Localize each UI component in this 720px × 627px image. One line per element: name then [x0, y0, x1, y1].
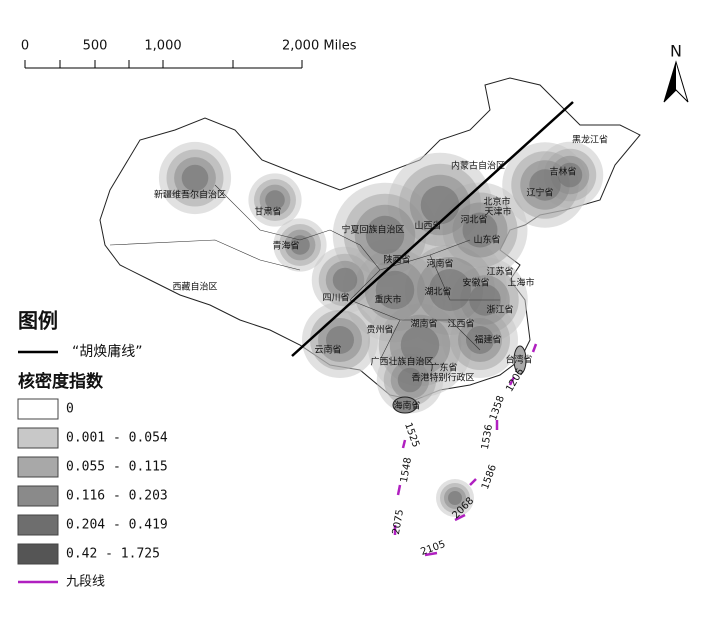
legend-class-label: 0.001 - 0.054: [66, 431, 168, 446]
density-blob: [397, 367, 423, 393]
province-label: 河南省: [426, 258, 453, 270]
province-label: 广东省: [430, 362, 457, 374]
hu-line: [291, 101, 574, 357]
scale-label: 0: [21, 39, 29, 54]
province-label: 安徽省: [462, 277, 489, 289]
province-label: 四川省: [322, 292, 349, 304]
nine-dash-number: 1536: [480, 424, 495, 451]
nine-dash-legend: 九段线: [66, 575, 105, 590]
density-blob: [429, 269, 471, 311]
province-label: 天津市: [484, 206, 511, 218]
province-label: 内蒙古自治区: [451, 160, 505, 172]
north-arrow: N: [663, 42, 689, 103]
province-label: 海南省: [393, 400, 420, 412]
province-label: 西藏自治区: [172, 281, 217, 293]
nine-dash-number: 2075: [391, 509, 406, 536]
province-label: 重庆市: [374, 294, 401, 306]
density-blob: [290, 235, 310, 255]
density-blob: [448, 491, 462, 505]
legend-class-label: 0.42 - 1.725: [66, 547, 160, 562]
density-blob: [365, 215, 405, 255]
nine-dash-number: 1205: [504, 366, 526, 394]
province-label: 宁夏回族自治区: [341, 224, 404, 236]
legend-swatch: [17, 427, 59, 449]
scale-bar: 0 500 1,000 2,000 Miles: [21, 39, 357, 69]
density-blob: [181, 164, 209, 192]
province-label: 山西省: [414, 220, 441, 232]
province-label: 贵州省: [366, 324, 393, 336]
legend-swatch: [17, 514, 59, 536]
density-blob: [557, 162, 583, 188]
province-label: 北京市: [483, 196, 510, 208]
province-label: 黑龙江省: [572, 134, 608, 146]
province-label: 甘肃省: [254, 206, 281, 218]
scale-label: 500: [83, 39, 108, 54]
legend-title: 图例: [18, 309, 58, 333]
density-blob: [466, 326, 494, 354]
nine-dash-number: 1548: [399, 457, 414, 484]
legend-class-label: 0.204 - 0.419: [66, 518, 168, 533]
nine-dash-segments: [393, 343, 538, 557]
province-label: 新疆维吾尔自治区: [154, 189, 226, 201]
hu-line-label: “胡焕庸线”: [72, 343, 143, 360]
nine-dash-number: 1358: [488, 394, 507, 422]
province-label: 上海市: [507, 277, 534, 289]
legend-class-label: 0.116 - 0.203: [66, 489, 168, 504]
province-label: 福建省: [474, 334, 501, 346]
province-label: 江西省: [447, 318, 474, 330]
scale-label: 1,000: [144, 39, 181, 54]
province-label: 香港特别行政区: [411, 372, 474, 384]
density-blob: [462, 212, 498, 248]
province-label: 广西壮族自治区: [370, 356, 433, 368]
density-blob: [529, 169, 561, 201]
taiwan: [513, 345, 527, 375]
hainan: [392, 396, 418, 414]
province-label: 河北省: [460, 214, 487, 226]
density-blob: [400, 325, 440, 365]
province-label: 江苏省: [486, 266, 513, 278]
province-label: 云南省: [314, 344, 341, 356]
legend-class-label: 0.055 - 0.115: [66, 460, 168, 475]
nine-dash-number: 2105: [419, 539, 447, 558]
province-label: 山东省: [473, 234, 500, 246]
province-label: 湖北省: [424, 286, 451, 298]
legend-swatch: [17, 543, 59, 565]
province-label: 浙江省: [486, 304, 513, 316]
legend: 图例 “胡焕庸线” 核密度指数 九段线 0 0.001 - 0.054 0.055 …: [17, 309, 168, 590]
legend-class-label: 0: [66, 402, 74, 417]
north-label: N: [670, 42, 682, 61]
density-blob: [265, 190, 285, 210]
province-label: 湖南省: [410, 318, 437, 330]
density-blob: [326, 326, 354, 354]
province-label: 吉林省: [549, 166, 576, 178]
density-blob: [420, 185, 460, 225]
nine-dash-number: 1586: [480, 463, 499, 491]
scale-label: 2,000 Miles: [282, 39, 357, 54]
density-blob: [375, 270, 415, 310]
province-label: 辽宁省: [526, 187, 553, 199]
legend-swatch: [17, 485, 59, 507]
legend-swatch: [17, 398, 59, 420]
density-title: 核密度指数: [18, 371, 104, 392]
province-borders: [109, 184, 500, 361]
density-blob: [332, 267, 358, 293]
province-label: 台湾省: [505, 354, 532, 366]
province-label: 青海省: [272, 240, 299, 252]
legend-swatch: [17, 456, 59, 478]
province-label: 陕西省: [383, 254, 410, 266]
